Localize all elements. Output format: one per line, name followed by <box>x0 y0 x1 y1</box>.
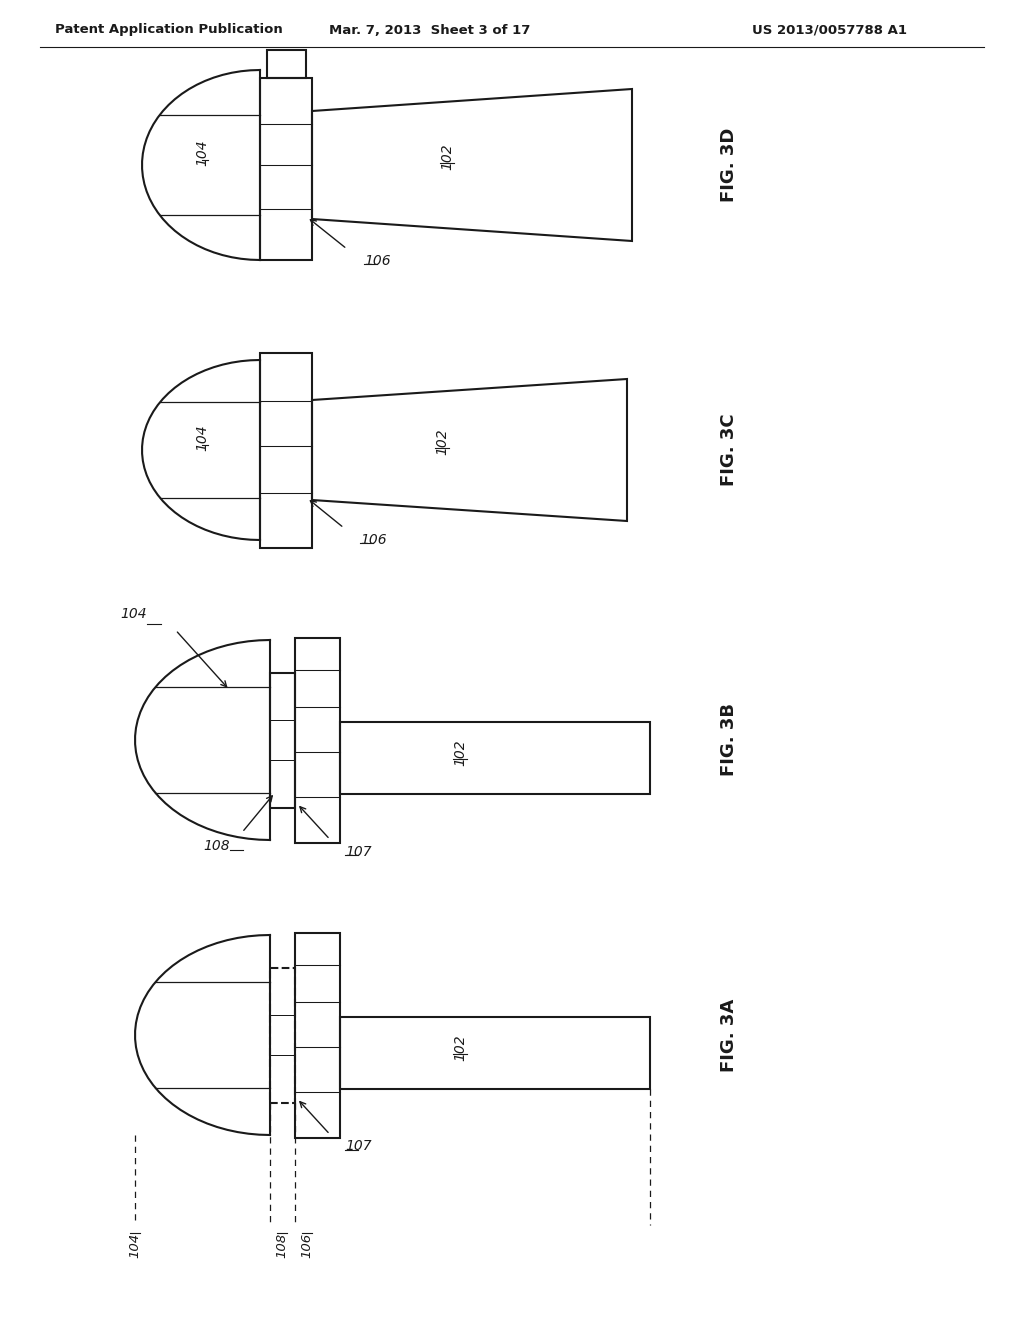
Text: FIG. 3A: FIG. 3A <box>720 998 738 1072</box>
Text: 106: 106 <box>300 1233 313 1258</box>
Text: 108: 108 <box>204 838 230 853</box>
Bar <box>260 352 312 548</box>
Text: 102: 102 <box>440 144 454 170</box>
Text: 107: 107 <box>345 845 372 858</box>
Bar <box>340 1016 650 1089</box>
Text: 106: 106 <box>364 253 390 268</box>
Bar <box>270 672 295 808</box>
Text: 102: 102 <box>453 739 467 767</box>
Bar <box>270 968 295 1102</box>
Text: 108: 108 <box>275 1233 289 1258</box>
Text: US 2013/0057788 A1: US 2013/0057788 A1 <box>753 24 907 37</box>
Bar <box>340 722 650 795</box>
Text: 104: 104 <box>195 140 209 166</box>
Text: Patent Application Publication: Patent Application Publication <box>55 24 283 37</box>
Text: FIG. 3B: FIG. 3B <box>720 704 738 776</box>
Text: 102: 102 <box>453 1035 467 1061</box>
Text: 104: 104 <box>128 1233 141 1258</box>
Text: 106: 106 <box>360 533 387 546</box>
Text: 104: 104 <box>195 425 209 451</box>
Bar <box>295 638 340 842</box>
Text: Mar. 7, 2013  Sheet 3 of 17: Mar. 7, 2013 Sheet 3 of 17 <box>330 24 530 37</box>
Bar <box>260 78 312 260</box>
Text: 107: 107 <box>345 1139 372 1154</box>
Bar <box>266 50 305 78</box>
Text: FIG. 3C: FIG. 3C <box>720 413 738 486</box>
Text: FIG. 3D: FIG. 3D <box>720 128 738 202</box>
Text: 104: 104 <box>120 607 146 620</box>
Text: 102: 102 <box>435 429 449 455</box>
Bar <box>295 932 340 1138</box>
